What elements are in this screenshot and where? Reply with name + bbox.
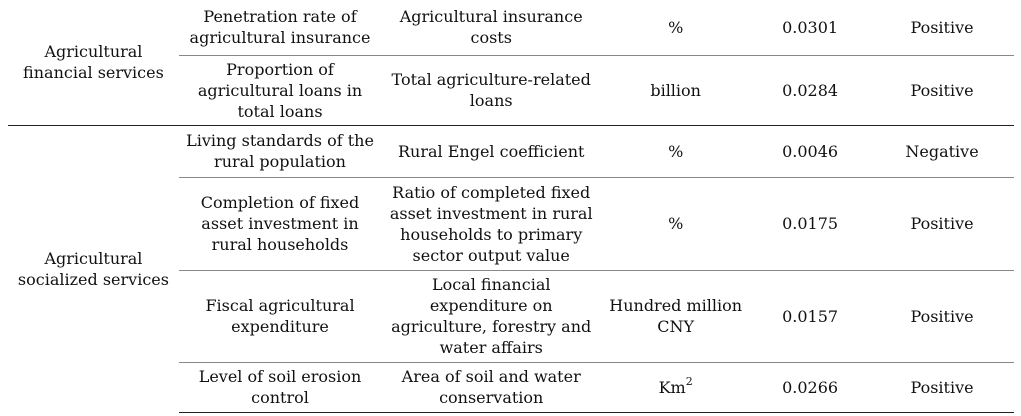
- table-row: Level of soil erosion control Area of so…: [8, 361, 1014, 413]
- unit-base: Km: [658, 377, 686, 397]
- indicator-cell: Completion of fixed asset investment in …: [178, 176, 382, 270]
- measure-cell: Total agriculture-related loans: [381, 54, 602, 125]
- measure-cell: Agricultural insurance costs: [399, 7, 583, 48]
- weight-cell: 0.0175: [750, 176, 871, 270]
- measure-cell: Local financial expenditure on agricultu…: [381, 269, 602, 362]
- weight-cell: 0.0284: [750, 54, 871, 125]
- direction-cell: Positive: [870, 269, 1014, 362]
- unit-cell: Km2: [601, 361, 751, 413]
- table-row: Proportion of agricultural loans in tota…: [8, 54, 1014, 125]
- unit-cell: %: [668, 17, 684, 37]
- measure-cell: Area of soil and water conservation: [381, 361, 602, 413]
- weight-cell: 0.0301: [782, 17, 839, 37]
- table-row: Fiscal agricultural expenditure Local fi…: [8, 269, 1014, 362]
- indicator-cell: Penetration rate of agricultural insuran…: [189, 7, 371, 48]
- unit-cell: %: [601, 124, 751, 177]
- unit-cell: billion: [601, 54, 751, 125]
- direction-cell: Positive: [870, 361, 1014, 413]
- direction-cell: Negative: [870, 124, 1014, 177]
- direction-cell: Positive: [910, 17, 974, 37]
- table-row: Agricultural socialized services Living …: [8, 124, 1014, 412]
- indicator-cell: Proportion of agricultural loans in tota…: [178, 54, 382, 125]
- weight-cell: 0.0046: [750, 124, 871, 177]
- indicator-cell: Fiscal agricultural expenditure: [178, 269, 382, 362]
- direction-cell: Positive: [870, 54, 1014, 125]
- indicator-cell: Level of soil erosion control: [178, 361, 382, 413]
- direction-cell: Positive: [870, 176, 1014, 270]
- measure-cell: Ratio of completed fixed asset investmen…: [381, 176, 602, 270]
- weight-cell: 0.0266: [750, 361, 871, 413]
- indicator-table: Agricultural financial services Penetrat…: [8, 0, 1014, 413]
- weight-cell: 0.0157: [750, 269, 871, 362]
- unit-cell: Hundred million CNY: [601, 269, 751, 362]
- table-row: Completion of fixed asset investment in …: [8, 176, 1014, 270]
- unit-superscript: 2: [685, 375, 693, 389]
- unit-cell: %: [601, 176, 751, 270]
- measure-cell: Rural Engel coefficient: [381, 124, 602, 177]
- indicator-cell: Living standards of the rural population: [178, 124, 382, 177]
- group-label: Agricultural financial services: [23, 42, 164, 83]
- table-row: Agricultural financial services Penetrat…: [8, 0, 1014, 82]
- group-label: Agricultural socialized services: [8, 124, 179, 412]
